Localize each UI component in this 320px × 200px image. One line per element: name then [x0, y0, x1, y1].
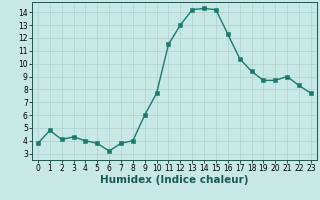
X-axis label: Humidex (Indice chaleur): Humidex (Indice chaleur) — [100, 175, 249, 185]
